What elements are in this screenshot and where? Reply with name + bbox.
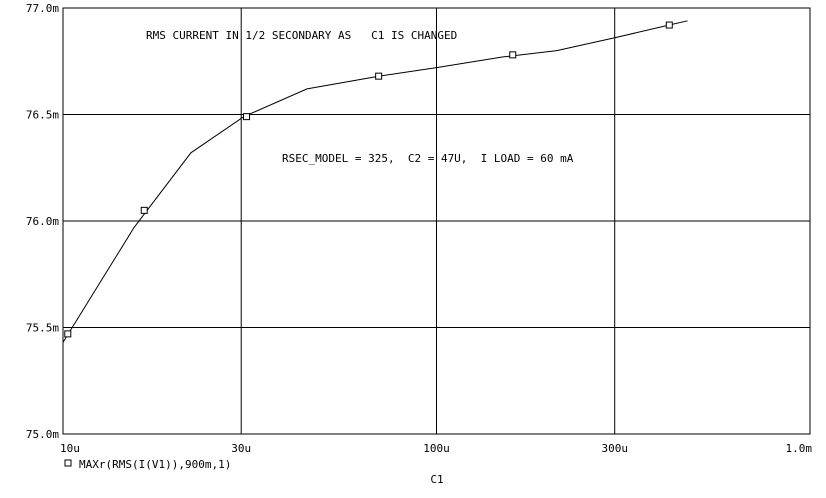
x-tick-label: 1.0m <box>786 442 813 455</box>
series-line <box>62 20 688 343</box>
data-point-marker <box>243 113 251 121</box>
x-tick-label: 100u <box>423 442 450 455</box>
tick-labels: 10u 30u 100u 300u 1.0m 75.0m 75.5m 76.0m 76.5m 77… <box>26 2 812 455</box>
data-point-marker <box>64 330 72 338</box>
y-tick-label: 77.0m <box>26 2 59 15</box>
chart-annotation-parameters: RSEC_MODEL = 325, C2 = 47U, I LOAD = 60 … <box>282 152 574 165</box>
legend: MAXr(RMS(I(V1)),900m,1) <box>64 458 231 471</box>
x-tick-label: 30u <box>231 442 251 455</box>
y-tick-label: 76.0m <box>26 215 59 228</box>
chart-annotation-title: RMS CURRENT IN 1/2 SECONDARY AS C1 IS CH… <box>146 29 457 42</box>
x-tick-label: 300u <box>601 442 628 455</box>
y-tick-label: 75.0m <box>26 428 59 441</box>
data-point-marker <box>140 206 148 214</box>
plot-frame <box>62 7 811 435</box>
data-point-marker <box>375 72 383 80</box>
grid <box>63 8 810 434</box>
series-group <box>62 20 688 343</box>
data-point-marker <box>665 21 673 29</box>
legend-marker <box>64 459 72 467</box>
legend-label: MAXr(RMS(I(V1)),900m,1) <box>79 458 231 471</box>
y-tick-label: 75.5m <box>26 322 59 335</box>
y-tick-label: 76.5m <box>26 109 59 122</box>
data-point-marker <box>509 51 517 59</box>
x-tick-label: 10u <box>60 442 80 455</box>
x-axis-label: C1 <box>430 473 443 486</box>
